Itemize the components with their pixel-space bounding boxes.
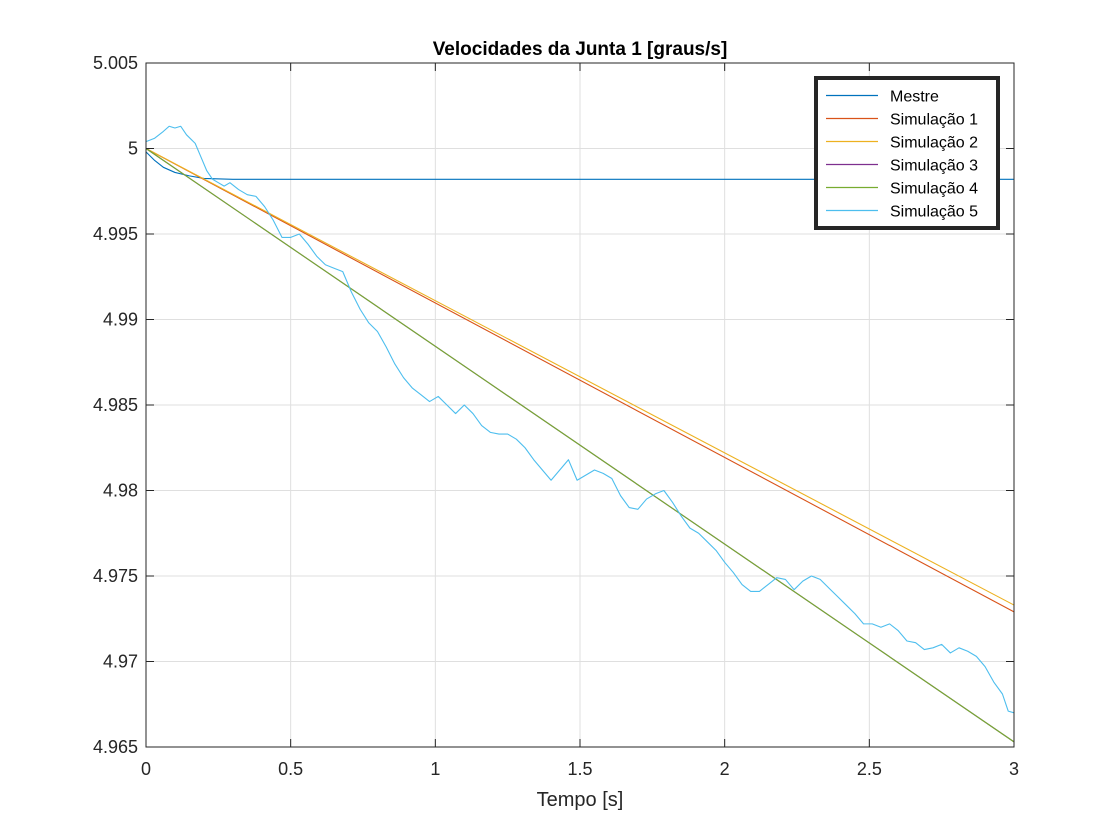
y-tick-label: 4.995 [93,224,138,244]
series-line-6 [145,125,1015,714]
legend-label-6: Simulação 5 [890,204,978,221]
y-tick-label: 4.965 [93,737,138,757]
x-tick-label: 2.5 [857,759,882,779]
series-lines [145,125,1015,743]
legend-label-1: Mestre [890,89,939,106]
x-tick-label: 1 [430,759,440,779]
ticks: 0 0.5 1 1.5 2 2.5 3 4.965 4.97 4.975 4.98 4.985 4.99… [93,53,1019,779]
series-line-3 [145,148,1015,606]
legend: Mestre Simulação 1 Simulação 2 Simulação 3 S… [814,76,1000,230]
y-tick-label: 4.98 [103,481,138,501]
legend-label-4: Simulação 3 [890,158,978,175]
y-tick-label: 5 [128,139,138,159]
x-tick-label: 3 [1009,759,1019,779]
x-tick-label: 1.5 [567,759,592,779]
series-line-5 [145,148,1015,743]
legend-label-2: Simulação 1 [890,112,978,129]
legend-label-5: Simulação 4 [890,181,978,198]
x-tick-label: 0.5 [278,759,303,779]
y-tick-label: 5.005 [93,53,138,73]
y-tick-label: 4.97 [103,652,138,672]
x-tick-label: 2 [720,759,730,779]
series-line-2 [145,148,1015,613]
y-tick-label: 4.99 [103,310,138,330]
legend-label-3: Simulação 2 [890,135,978,152]
series-line-1 [145,151,1014,180]
y-tick-label: 4.985 [93,395,138,415]
x-axis-label: Tempo [s] [537,789,624,811]
chart-title: Velocidades da Junta 1 [graus/s] [433,39,728,60]
x-tick-label: 0 [141,759,151,779]
y-tick-label: 4.975 [93,566,138,586]
legend-box [814,76,1000,230]
